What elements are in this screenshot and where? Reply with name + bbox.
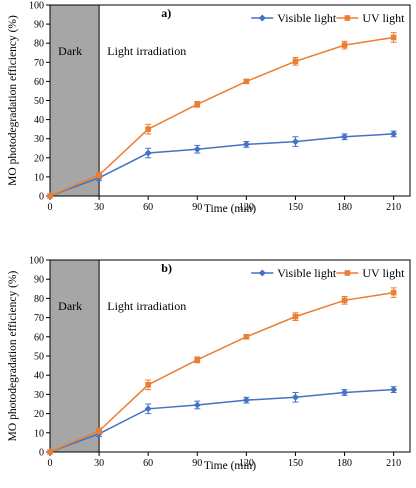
x-axis-label: Time (min)	[204, 460, 256, 472]
data-point	[390, 34, 397, 41]
x-tick-label: 30	[94, 458, 104, 469]
panel-b: 0 10 20 30 40 50 60 70 80 90 100 0 30 60 90 120 150 180 21…	[7, 256, 411, 472]
series-line	[49, 291, 394, 453]
data-point	[194, 101, 201, 108]
y-tick-label: 10	[34, 172, 44, 183]
data-point	[341, 388, 349, 396]
x-tick-label: 90	[192, 458, 202, 469]
x-tick-label: 210	[386, 202, 401, 213]
data-point	[47, 449, 53, 455]
y-tick-label: 90	[34, 20, 44, 31]
data-point	[291, 138, 299, 146]
legend-entry: Visible light	[277, 11, 337, 25]
data-point	[47, 193, 53, 199]
y-tick-label: 30	[34, 134, 44, 145]
y-tick-label: 0	[39, 448, 44, 459]
x-tick-label: 150	[288, 458, 303, 469]
y-tick-label: 20	[34, 409, 44, 420]
data-point	[243, 334, 250, 340]
data-point	[96, 428, 102, 434]
legend-marker	[344, 270, 351, 276]
data-point	[292, 313, 299, 320]
y-tick-label: 100	[29, 1, 44, 12]
panel-label: b)	[161, 261, 172, 275]
series-line	[49, 36, 394, 197]
y-tick-label: 0	[39, 192, 44, 203]
x-tick-label: 0	[48, 458, 53, 469]
legend-marker	[258, 269, 266, 277]
series-line	[49, 388, 394, 453]
legend: Visible light UV light	[251, 266, 405, 280]
y-tick-label: 60	[34, 332, 44, 343]
y-tick-label: 80	[34, 39, 44, 50]
y-tick-label: 80	[34, 294, 44, 305]
y-tick-label: 20	[34, 153, 44, 164]
data-point	[194, 357, 201, 363]
legend-entry: UV light	[362, 266, 405, 280]
y-tick-label: 40	[34, 371, 44, 382]
x-tick-label: 180	[337, 202, 352, 213]
legend-marker	[258, 14, 266, 22]
y-tick-label: 40	[34, 115, 44, 126]
x-tick-label: 180	[337, 458, 352, 469]
x-tick-label: 30	[94, 202, 104, 213]
data-point	[193, 145, 201, 153]
light-irradiation-label: Light irradiation	[107, 299, 186, 313]
x-tick-label: 210	[386, 458, 401, 469]
y-axis-label: MO photodegradation efficiency (%)	[7, 15, 19, 186]
plot-frame	[49, 4, 411, 197]
x-tick-label: 120	[239, 202, 254, 213]
dark-label: Dark	[58, 299, 82, 313]
legend-entry: UV light	[362, 11, 405, 25]
x-tick-label: 0	[48, 202, 53, 213]
data-point	[145, 382, 151, 388]
y-tick-label: 50	[34, 352, 44, 363]
x-tick-label: 120	[239, 458, 254, 469]
y-tick-label: 60	[34, 77, 44, 88]
y-tick-label: 50	[34, 96, 44, 107]
plot-frame	[49, 259, 411, 453]
data-point	[242, 140, 250, 148]
dark-region	[50, 5, 100, 196]
legend: Visible light UV light	[251, 11, 405, 25]
light-irradiation-label: Light irradiation	[107, 44, 186, 58]
data-point	[390, 130, 398, 138]
data-point	[145, 126, 151, 132]
data-point	[390, 386, 398, 394]
x-axis-label: Time (min)	[204, 203, 256, 215]
data-point	[341, 297, 348, 304]
data-point	[242, 396, 250, 404]
data-point	[96, 172, 102, 178]
series-line	[49, 133, 394, 197]
data-point	[243, 78, 250, 85]
y-tick-label: 90	[34, 275, 44, 286]
data-point	[341, 133, 349, 141]
data-point	[341, 42, 348, 48]
data-point	[390, 289, 397, 296]
y-tick-label: 70	[34, 313, 44, 324]
data-point	[144, 405, 152, 413]
data-point	[144, 149, 152, 157]
x-tick-label: 150	[288, 202, 303, 213]
dark-region	[50, 260, 100, 452]
x-tick-label: 60	[143, 458, 153, 469]
dark-label: Dark	[58, 44, 82, 58]
data-point	[292, 58, 299, 65]
y-tick-label: 70	[34, 58, 44, 69]
legend-marker	[344, 15, 351, 21]
series-uv-light	[47, 32, 397, 199]
y-tick-label: 10	[34, 428, 44, 439]
y-tick-label: 100	[29, 256, 44, 267]
x-tick-label: 90	[192, 202, 202, 213]
y-axis-label: MO photodegradation efficiency (%)	[7, 271, 19, 442]
series-uv-light	[47, 287, 397, 455]
legend-entry: Visible light	[277, 266, 337, 280]
panel-a: 0 10 20 30 40 50 60 70 80 90 100 0 30 60 90 120 150 180 21…	[7, 1, 411, 215]
panel-label: a)	[161, 6, 171, 20]
x-tick-label: 60	[143, 202, 153, 213]
y-tick-label: 30	[34, 390, 44, 401]
data-point	[193, 401, 201, 409]
data-point	[291, 393, 299, 401]
